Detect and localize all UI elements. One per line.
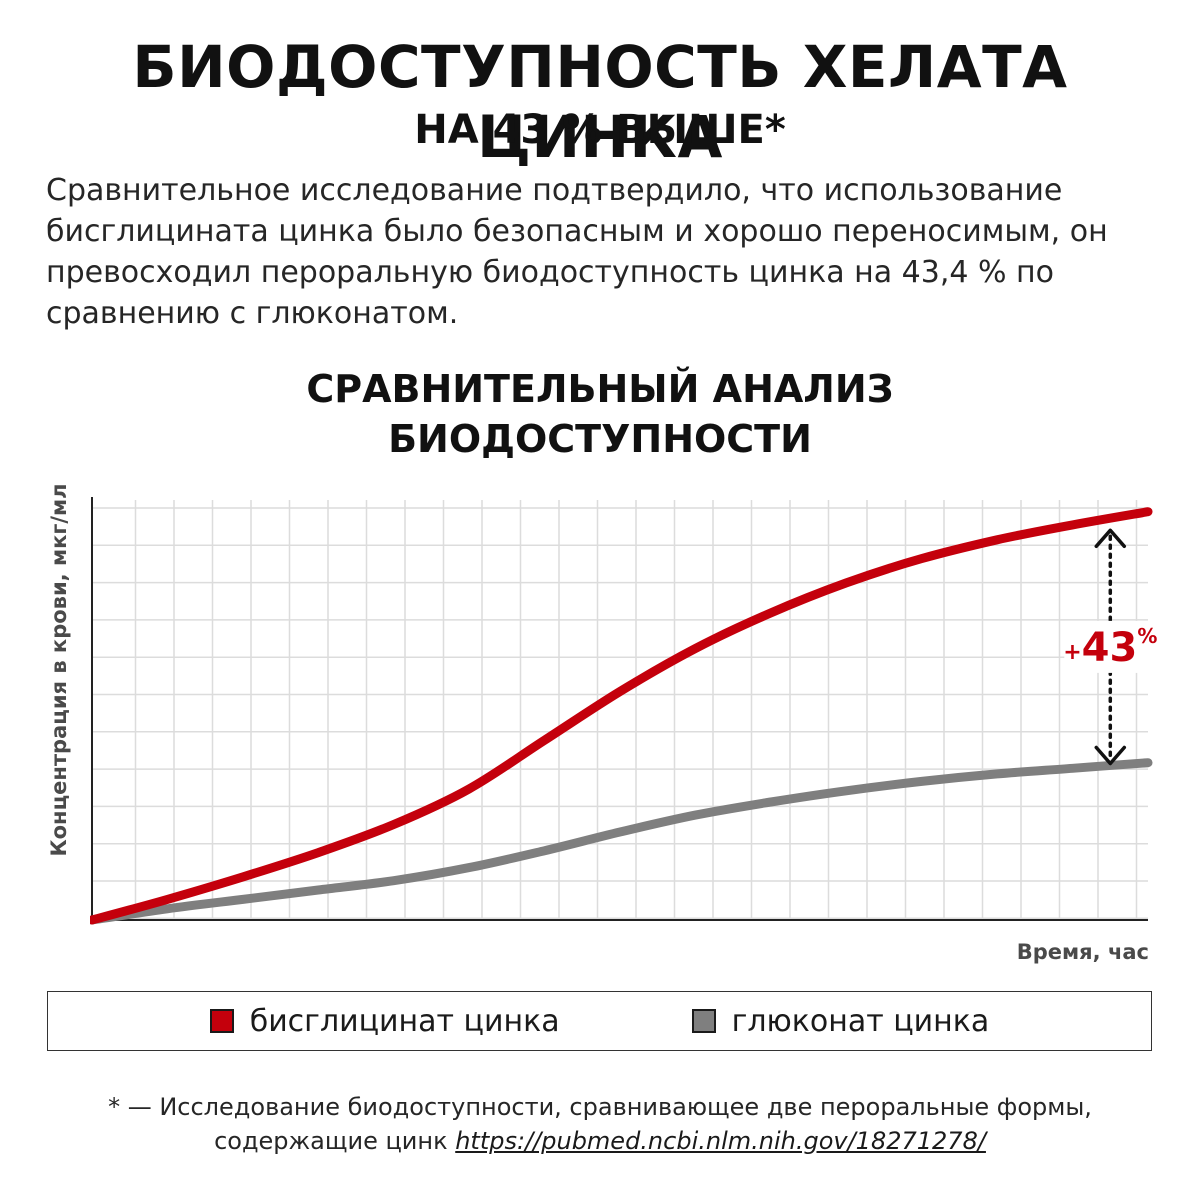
arrow-head-up-icon xyxy=(1094,528,1127,549)
page-title: БИОДОСТУПНОСТЬ ХЕЛАТА ЦИНКА xyxy=(132,33,1068,171)
description-text: Сравнительное исследование подтвердило, … xyxy=(46,173,1108,331)
bioavailability-chart: +43% Концентрация в крови, мкг/мл Время,… xyxy=(47,483,1169,964)
legend-swatch-red xyxy=(209,1009,234,1033)
chart-title: СРАВНИТЕЛЬНЫЙ АНАЛИЗ БИОДОСТУПНОСТИ xyxy=(0,364,1200,464)
difference-label: +43% xyxy=(1063,624,1157,671)
chart-legend: бисглицинат цинка глюконат цинка xyxy=(47,991,1152,1051)
chart-axes xyxy=(91,497,1148,921)
footnote-line2-text: содержащие цинк xyxy=(214,1127,456,1155)
annotation-label-background xyxy=(1064,620,1169,673)
legend-label-gluconate: глюконат цинка xyxy=(731,1003,990,1039)
chart-area: +43% Концентрация в крови, мкг/мл Время,… xyxy=(0,480,1200,980)
chart-grid xyxy=(92,500,1148,920)
arrow-head-down-icon xyxy=(1094,745,1127,766)
legend-swatch-gray xyxy=(691,1009,716,1033)
legend-item-gluconate: глюконат цинка xyxy=(691,1003,990,1039)
legend-item-bisglycinate: бисглицинат цинка xyxy=(209,1003,560,1039)
chart-title-line2: БИОДОСТУПНОСТИ xyxy=(388,417,812,461)
series-line-bisglycinate xyxy=(90,507,1153,925)
difference-value: 43 xyxy=(1082,625,1138,671)
x-axis-label: Время, час xyxy=(1017,940,1149,964)
difference-sign: + xyxy=(1063,640,1081,665)
y-axis-label: Концентрация в крови, мкг/мл xyxy=(47,483,71,856)
legend-label-bisglycinate: бисглицинат цинка xyxy=(249,1003,560,1039)
footnote: * — Исследование биодоступности, сравнив… xyxy=(0,1090,1200,1158)
footnote-line1: * — Исследование биодоступности, сравнив… xyxy=(108,1093,1092,1121)
chart-title-line1: СРАВНИТЕЛЬНЫЙ АНАЛИЗ xyxy=(306,367,894,411)
page-subtitle: НА 43 % ВЫШЕ* xyxy=(414,107,786,153)
footnote-line2: содержащие цинк https://pubmed.ncbi.nlm.… xyxy=(0,1124,1200,1158)
series-line-gluconate xyxy=(90,758,1153,925)
difference-annotation: +43% xyxy=(1063,528,1169,766)
chart-series xyxy=(90,507,1153,925)
source-link[interactable]: https://pubmed.ncbi.nlm.nih.gov/18271278… xyxy=(455,1127,986,1155)
difference-unit: % xyxy=(1137,624,1157,648)
